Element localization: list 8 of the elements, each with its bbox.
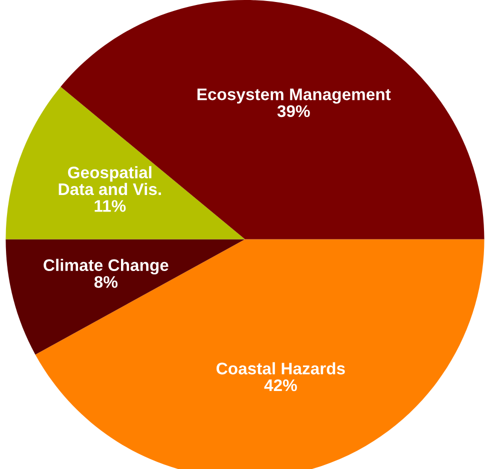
slice-label: Coastal Hazards <box>216 362 345 374</box>
slice-label: Climate Change <box>44 258 168 274</box>
slice-label: Ecosystem Management <box>197 88 391 104</box>
data-label: 11% <box>94 200 126 212</box>
data-label: 39% <box>277 105 310 118</box>
data-label: 8% <box>94 276 118 288</box>
data-label: 42% <box>264 379 297 392</box>
slice-label: Geospatial Data and Vis. <box>58 166 161 196</box>
